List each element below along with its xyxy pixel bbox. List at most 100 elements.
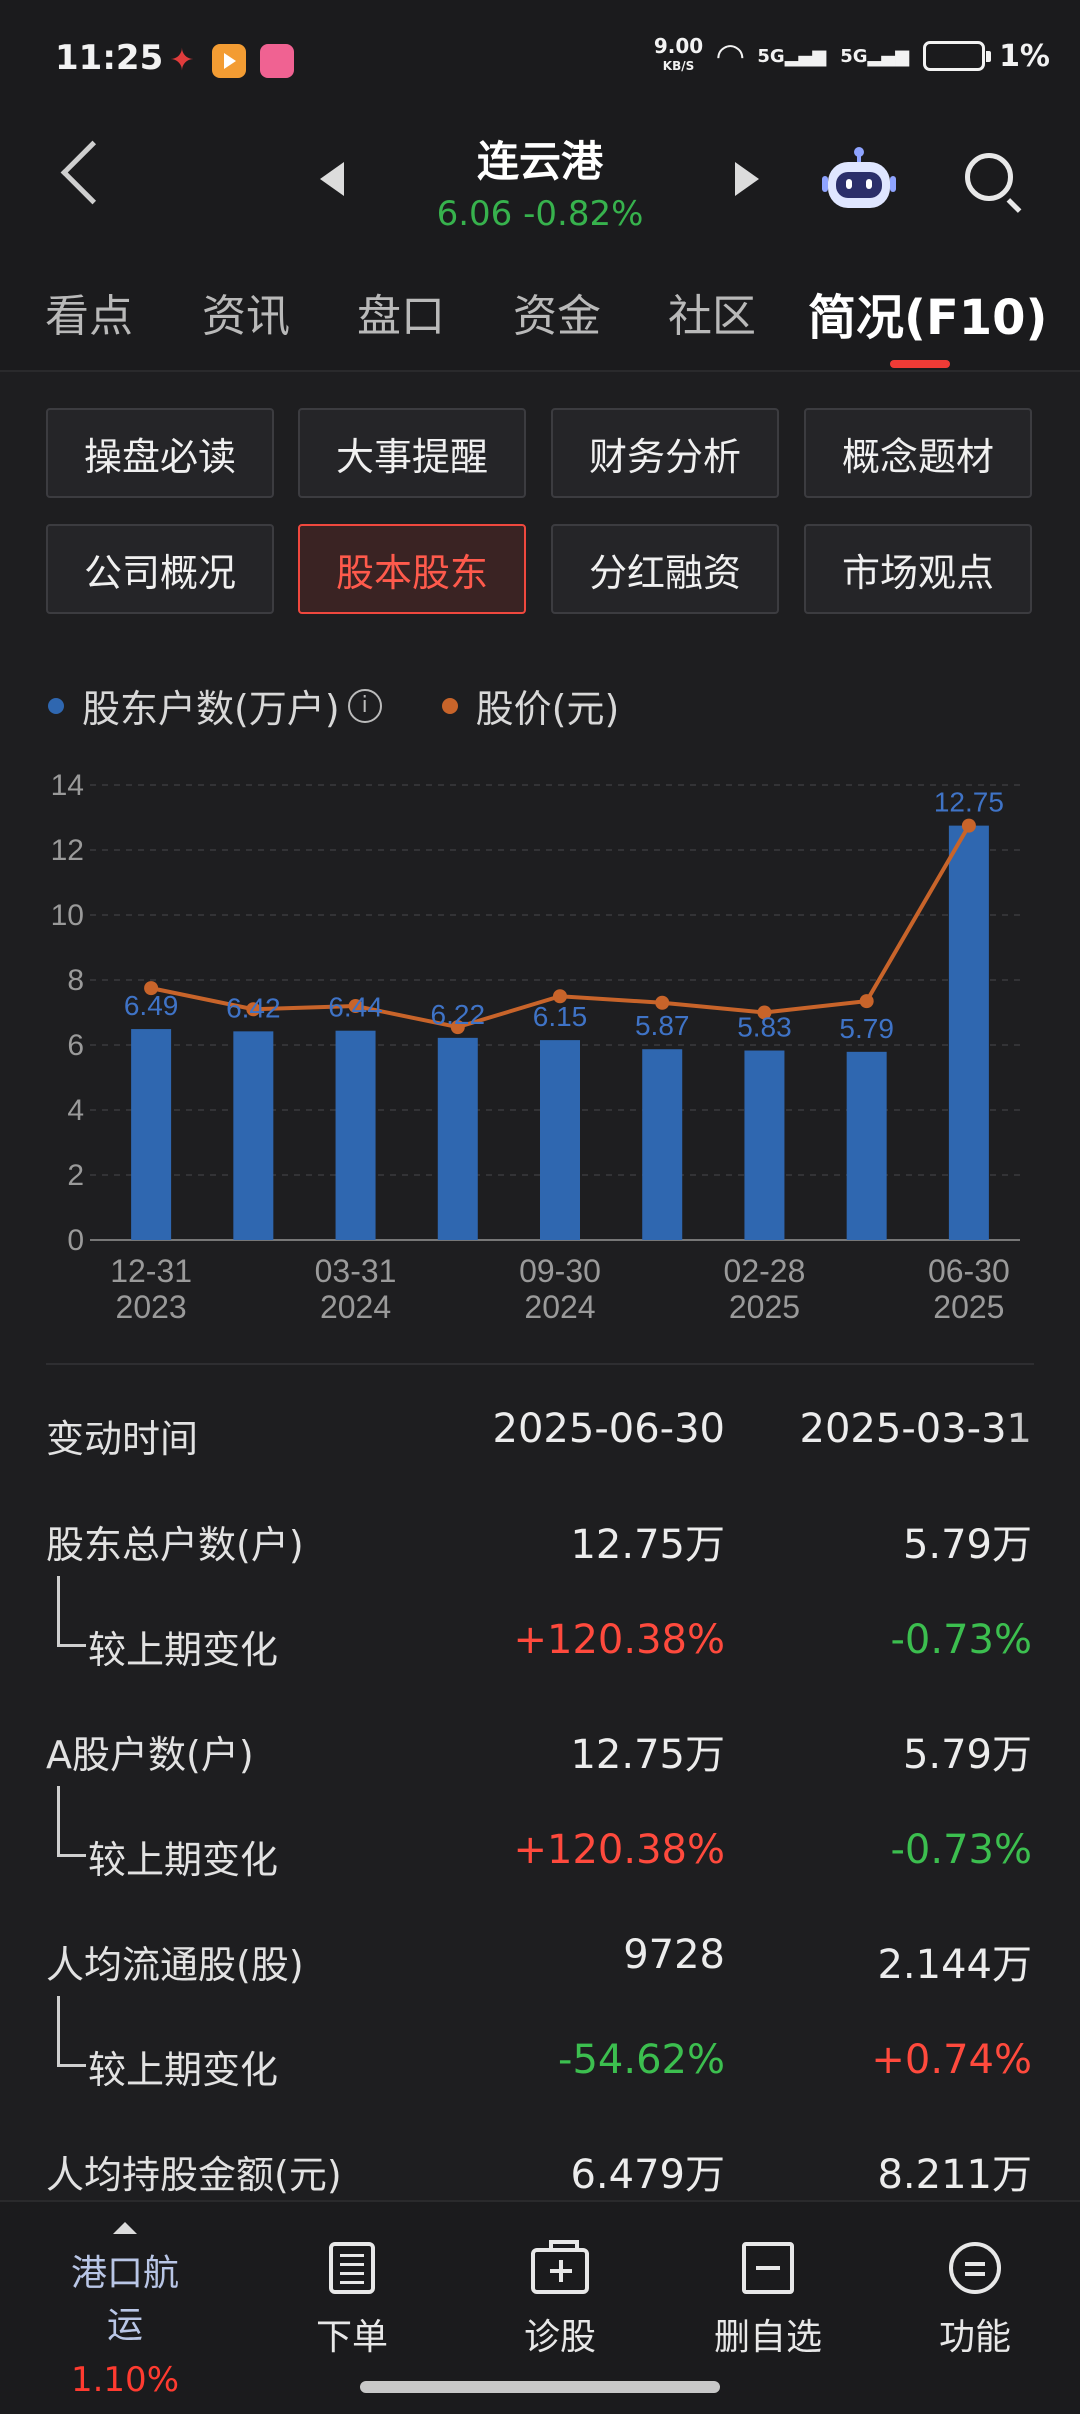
robot-assistant-icon[interactable] [822,146,896,212]
x-tick-label: 2024 [524,1289,595,1325]
function-label: 功能 [938,2317,1011,2358]
video-app-icon [212,44,246,78]
row-value-1: 6.479万 [570,2152,725,2198]
previous-stock-icon[interactable] [320,162,344,196]
row-label: 较上期变化 [88,1628,279,1672]
row-value-1: 9728 [623,1932,725,1978]
btn-events[interactable]: 大事提醒 [298,408,526,498]
btn-financial-analysis[interactable]: 财务分析 [551,408,779,498]
remove-watchlist-label: 删自选 [713,2317,822,2358]
row-value-2: 5.79万 [902,1732,1032,1778]
network-speed: 9.00 KB/S [653,34,704,73]
row-label: 较上期变化 [88,1838,279,1882]
row-value-1: 12.75万 [570,1522,725,1568]
bar [540,1040,580,1240]
tab-capital[interactable]: 资金 [513,291,601,342]
row-value-1: +120.38% [513,1617,725,1663]
clock: 11:25 [55,38,164,78]
bar [846,1051,887,1240]
legend-price-dot [441,697,458,714]
wifi-icon: ◠ [717,36,744,76]
header-date-2: 2025-03-31 [799,1406,1032,1452]
y-tick-label: 12 [51,834,84,867]
order-icon [329,2242,375,2294]
btn-dividends[interactable]: 分红融资 [551,524,779,614]
bar [744,1050,785,1240]
price-point [450,1020,465,1035]
x-tick-label: 12-31 [110,1253,192,1289]
row-value-2: -0.73% [890,1827,1032,1873]
status-bar: 11:25 ✦ 9.00 KB/S ◠ 5G▂▄▆ 5G▂▄▆ 1% [0,0,1080,110]
search-icon[interactable] [965,153,1013,201]
tab-orderbook[interactable]: 盘口 [357,291,445,342]
stock-name: 连云港 [476,137,603,186]
order-button[interactable]: 下单 [282,2242,422,2360]
price-point [757,1005,772,1020]
price-point [348,999,363,1013]
price-point [655,995,670,1010]
x-tick-label: 02-28 [724,1253,806,1289]
x-tick-label: 2024 [320,1289,391,1325]
row-label: 人均流通股(股) [46,1943,304,1987]
btn-company-overview[interactable]: 公司概况 [46,524,274,614]
x-tick-label: 2023 [116,1289,187,1325]
btn-concepts[interactable]: 概念题材 [804,408,1032,498]
remove-watchlist-icon [742,2242,794,2294]
price-point [144,981,159,996]
y-tick-label: 4 [67,1094,84,1127]
diagnose-button[interactable]: 诊股 [490,2240,630,2360]
next-stock-icon[interactable] [735,162,759,196]
remove-watchlist-button[interactable]: 删自选 [698,2242,838,2360]
btn-trading-must-read[interactable]: 操盘必读 [46,408,274,498]
tab-f10[interactable]: 简况(F10) [808,290,1048,346]
stock-quote: 6.06 -0.82% [0,194,1080,234]
header-label: 变动时间 [46,1417,199,1461]
diagnose-label: 诊股 [523,2317,596,2358]
info-icon[interactable]: i [347,688,382,723]
diagnose-icon [531,2240,589,2294]
tree-connector [57,1576,86,1647]
legend-price-label: 股价(元) [475,687,620,731]
tab-community[interactable]: 社区 [668,291,756,342]
y-tick-label: 14 [51,769,84,802]
sector-button[interactable]: 港口航运 1.10% [55,2222,195,2400]
row-label: A股户数(户) [46,1733,254,1777]
shareholder-chart: 0 2 4 6 8 10 12 14 6.49 6.42 6.44 6.22 6.15 5.87 5.83 5… [51,769,1020,1325]
tab-news[interactable]: 资讯 [202,291,290,342]
signal-icon-1: 5G▂▄▆ [757,45,827,67]
header-date-1: 2025-06-30 [492,1406,725,1452]
battery-icon [923,41,992,71]
bar-data-label: 5.83 [737,1012,792,1043]
status-indicators: 9.00 KB/S ◠ 5G▂▄▆ 5G▂▄▆ 1% [654,36,1050,76]
home-indicator[interactable] [360,2381,720,2393]
x-tick-label: 03-31 [315,1253,397,1289]
active-tab-indicator [890,360,950,368]
function-button[interactable]: 功能 [905,2242,1045,2360]
row-value-2: 2.144万 [877,1942,1032,1988]
row-value-1: +120.38% [513,1827,725,1873]
btn-market-views[interactable]: 市场观点 [804,524,1032,614]
bar [233,1031,274,1240]
bottom-toolbar: 港口航运 1.10% 下单 诊股 删自选 功能 [0,2200,1080,2414]
signal-icon-2: 5G▂▄▆ [840,45,910,67]
y-tick-label: 0 [67,1224,84,1257]
row-label: 股东总户数(户) [46,1523,304,1567]
bar [131,1029,172,1240]
stock-price: 6.06 [436,194,513,234]
bar-data-label: 6.22 [431,999,486,1030]
chart-legend: 股东户数(万户) i 股价(元) [48,678,619,733]
row-value-2: -0.73% [890,1617,1032,1663]
row-label: 较上期变化 [88,2048,279,2092]
chart-divider [46,1363,1034,1365]
row-value-2: +0.74% [871,2037,1032,2083]
btn-shareholders[interactable]: 股本股东 [298,524,526,614]
bilibili-app-icon [260,44,294,78]
x-tick-label: 09-30 [519,1253,601,1289]
tree-connector [57,1786,86,1857]
row-value-2: 5.79万 [902,1522,1032,1568]
bar-data-label: 6.15 [533,1001,588,1032]
tab-highlights[interactable]: 看点 [45,291,133,342]
bar [335,1030,376,1240]
menu-icon [949,2242,1001,2294]
chevron-up-icon [113,2222,137,2234]
